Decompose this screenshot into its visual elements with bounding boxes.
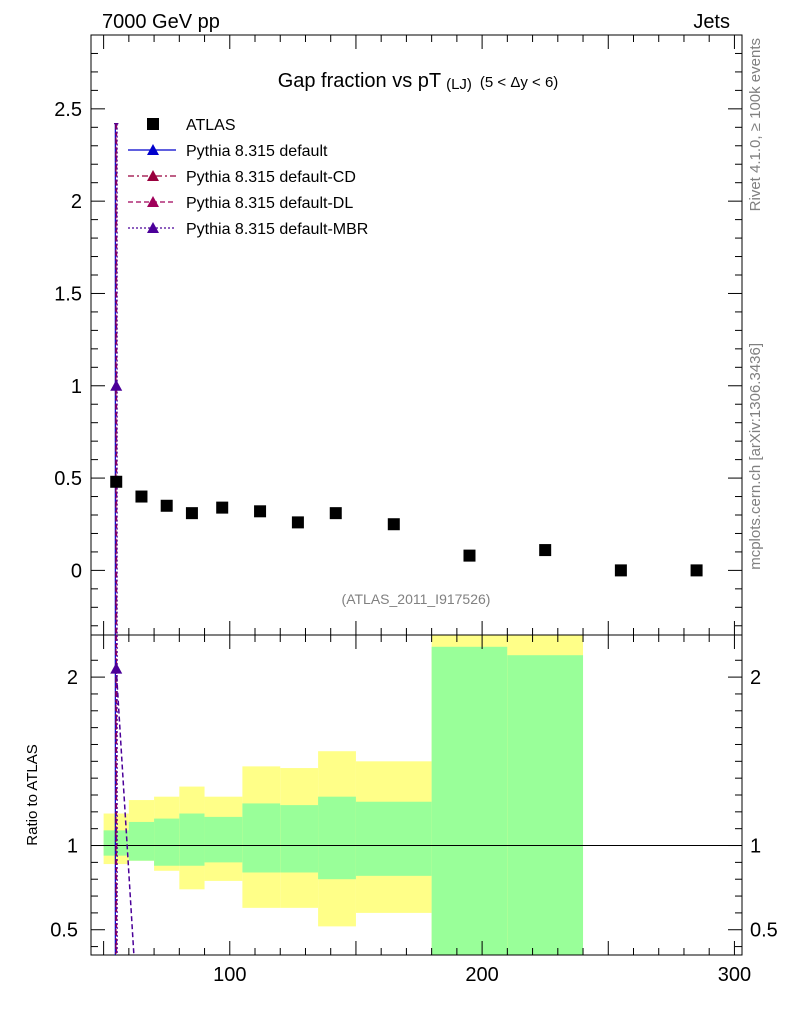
atlas-point	[216, 501, 229, 514]
atlas-point	[690, 564, 703, 577]
source-label: mcplots.cern.ch [arXiv:1306.3436]	[747, 343, 764, 570]
atlas-point	[387, 518, 400, 531]
y-tick-label: 0	[71, 560, 82, 582]
band-stat	[355, 801, 432, 876]
axis-ticks: 100 200 300 0 0.5 1 1.5 2 2.5 0.5 0.5 1 1 2 2	[50, 35, 778, 986]
analysis-tag: (ATLAS_2011_I917526)	[342, 591, 491, 607]
atlas-point	[185, 507, 198, 520]
header-left: 7000 GeV pp	[102, 11, 220, 33]
band-stat	[242, 803, 281, 873]
ratio-y-tick-label-right: 2	[750, 667, 761, 689]
legend-label: Pythia 8.315 default-DL	[186, 195, 353, 212]
band-stat	[280, 805, 319, 873]
header-right: Jets	[693, 11, 730, 33]
title-sub: (LJ)	[446, 76, 472, 93]
y-tick-label: 1	[71, 376, 82, 398]
band-stat	[431, 646, 508, 955]
band-stat	[154, 818, 180, 866]
atlas-point	[463, 549, 476, 562]
plot-title: Gap fraction vs pT (LJ) (5 < Δy < 6)	[278, 70, 559, 93]
y-tick-label: 2.5	[54, 99, 82, 121]
atlas-point	[614, 564, 627, 577]
atlas-point	[160, 499, 173, 512]
legend-label: Pythia 8.315 default-CD	[186, 169, 356, 186]
ratio-bands	[91, 635, 742, 955]
ratio-mc-marker	[110, 662, 123, 674]
ratio-y-tick-label: 2	[67, 667, 78, 689]
legend-marker-triangle	[147, 222, 159, 233]
atlas-point	[539, 544, 552, 557]
legend-marker-triangle	[147, 196, 159, 207]
legend-marker-square	[147, 118, 159, 130]
ratio-y-tick-label: 1	[67, 836, 78, 858]
band-stat	[318, 796, 356, 880]
atlas-point	[110, 475, 123, 488]
legend-label: ATLAS	[186, 117, 236, 134]
band-stat	[507, 655, 584, 955]
data-series	[110, 123, 703, 956]
y-tick-label: 0.5	[54, 468, 82, 490]
band-stat	[128, 821, 155, 861]
title-main: Gap fraction vs pT	[278, 70, 441, 92]
ratio-y-tick-label-right: 1	[750, 836, 761, 858]
rivet-label: Rivet 4.1.0, ≥ 100k events	[747, 38, 764, 211]
legend-label: Pythia 8.315 default	[186, 143, 328, 160]
legend-label: Pythia 8.315 default-MBR	[186, 221, 368, 238]
x-tick-label: 100	[213, 964, 246, 986]
atlas-point	[329, 507, 342, 520]
atlas-point	[254, 505, 267, 518]
ratio-y-tick-label-right: 0.5	[750, 920, 778, 942]
x-tick-label: 300	[718, 964, 751, 986]
y-tick-label: 2	[71, 191, 82, 213]
legend-marker-triangle	[147, 170, 159, 181]
ratio-y-tick-label: 0.5	[50, 920, 78, 942]
legend-marker-triangle	[147, 144, 159, 155]
band-stat	[179, 813, 205, 866]
atlas-point	[291, 516, 304, 529]
x-tick-label: 200	[465, 964, 498, 986]
y-tick-label: 1.5	[54, 283, 82, 305]
mc-main-marker	[110, 379, 123, 391]
ratio-ylabel: Ratio to ATLAS	[24, 744, 41, 845]
title-range: (5 < Δy < 6)	[480, 74, 558, 91]
legend: ATLAS Pythia 8.315 default Pythia 8.315 de…	[128, 117, 368, 238]
atlas-point	[135, 490, 148, 503]
band-stat	[204, 816, 243, 863]
